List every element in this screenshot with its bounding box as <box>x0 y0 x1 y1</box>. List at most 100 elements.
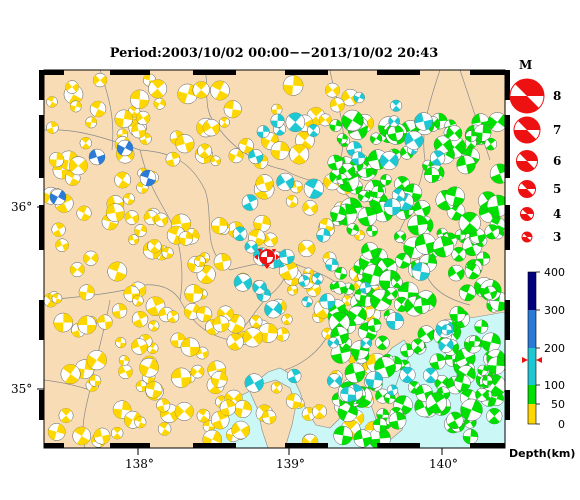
earthquake-mechanism <box>400 343 415 358</box>
earthquake-mechanism <box>48 151 65 168</box>
earthquake-mechanism <box>282 75 304 96</box>
map-frame <box>43 69 506 449</box>
earthquake-mechanism <box>256 125 270 139</box>
earthquake-mechanism <box>60 364 81 385</box>
depth-label: 100 <box>544 379 565 392</box>
earthquake-mechanism <box>69 262 85 278</box>
earthquake-mechanism <box>147 239 162 254</box>
earthquake-mechanism <box>107 261 128 282</box>
earthquake-mechanism <box>388 115 400 128</box>
earthquake-mechanism <box>336 173 348 185</box>
earthquake-mechanism <box>242 327 263 348</box>
earthquake-mechanism <box>324 82 340 98</box>
earthquake-mechanism <box>353 429 372 448</box>
earthquake-mechanism <box>161 246 174 259</box>
earthquake-mechanism <box>422 367 439 384</box>
earthquake-mechanism <box>129 89 150 109</box>
earthquake-mechanism <box>89 100 107 118</box>
earthquake-mechanism <box>399 366 416 384</box>
earthquake-mechanism <box>65 80 79 94</box>
earthquake-mechanism <box>361 242 379 260</box>
earthquake-mechanism <box>353 91 365 104</box>
earthquake-mechanism <box>285 112 306 133</box>
earthquake-mechanism <box>226 333 244 351</box>
earthquake-mechanism <box>337 401 358 422</box>
earthquake-mechanism <box>367 318 382 333</box>
earthquake-mechanism <box>258 323 278 343</box>
earthquake-mechanism <box>325 258 339 272</box>
earthquake-mechanism <box>261 409 277 425</box>
magnitude-legend-symbol <box>509 78 545 114</box>
earthquake-mechanism <box>105 203 125 223</box>
earthquake-mechanism <box>321 327 334 340</box>
earthquake-mechanism <box>413 297 431 315</box>
earthquake-mechanism <box>417 325 435 343</box>
earthquake-mechanism <box>136 110 151 125</box>
earthquake-mechanism <box>407 214 429 236</box>
earthquake-mechanism <box>264 300 283 319</box>
earthquake-mechanism <box>441 324 453 336</box>
earthquake-mechanism <box>171 367 192 388</box>
magnitude-legend-symbol <box>520 207 534 221</box>
magnitude-label: 8 <box>553 89 561 103</box>
earthquake-mechanism <box>123 193 135 205</box>
earthquake-mechanism <box>289 144 310 165</box>
earthquake-mechanism <box>393 230 407 243</box>
earthquake-mechanism <box>255 174 274 193</box>
magnitude-label: 3 <box>553 230 561 244</box>
earthquake-mechanism <box>351 151 366 166</box>
earthquake-mechanism <box>76 205 92 221</box>
earthquake-mechanism <box>190 364 205 379</box>
y-tick-label: 35° <box>11 382 32 396</box>
earthquake-mechanism <box>468 335 481 348</box>
earthquake-mechanism <box>287 284 299 296</box>
x-tick-label: 139° <box>276 457 305 471</box>
earthquake-mechanism <box>454 374 471 392</box>
earthquake-mechanism <box>118 364 133 379</box>
earthquake-mechanism <box>58 408 74 424</box>
earthquake-mechanism <box>384 287 398 301</box>
earthquake-mechanism <box>484 137 498 151</box>
earthquake-mechanism <box>86 350 107 371</box>
magnitude-label: 6 <box>553 154 561 168</box>
earthquake-mechanism <box>244 240 258 254</box>
earthquake-mechanism <box>388 411 407 430</box>
earthquake-mechanism <box>275 327 290 342</box>
earthquake-mechanism <box>114 109 134 129</box>
earthquake-mechanism <box>196 306 213 323</box>
earthquake-mechanism <box>386 384 399 396</box>
earthquake-mechanism <box>55 238 69 252</box>
earthquake-mechanism <box>372 417 388 433</box>
earthquake-mechanism <box>212 315 230 333</box>
earthquake-mechanism <box>459 284 476 302</box>
earthquake-mechanism <box>148 79 168 99</box>
earthquake-mechanism <box>69 100 82 113</box>
earthquake-mechanism <box>116 139 134 157</box>
earthquake-mechanism <box>330 205 347 222</box>
earthquake-mechanism <box>165 151 181 167</box>
earthquake-mechanism <box>318 113 332 127</box>
earthquake-mechanism <box>287 368 302 384</box>
depth-caption: Depth(km) <box>509 447 575 460</box>
earthquake-mechanism <box>375 335 390 350</box>
earthquake-mechanism <box>460 398 483 422</box>
earthquake-mechanism <box>462 428 479 445</box>
earthquake-mechanism <box>244 373 264 393</box>
earthquake-mechanism <box>118 355 130 366</box>
earthquake-mechanism <box>357 190 371 203</box>
earthquake-mechanism <box>134 416 147 429</box>
earthquake-mechanism <box>223 100 242 119</box>
earthquake-mechanism <box>78 284 95 301</box>
earthquake-mechanism <box>404 130 424 150</box>
earthquake-mechanism <box>276 172 295 191</box>
frame-scale-segments <box>39 70 510 448</box>
earthquake-mechanism <box>387 124 404 142</box>
magnitude-legend <box>509 78 545 243</box>
earthquake-mechanism <box>233 273 252 292</box>
earthquake-mechanism <box>340 386 357 403</box>
earthquake-mechanism <box>219 399 237 416</box>
magnitude-legend-symbol <box>521 231 533 243</box>
earthquake-mechanism <box>481 332 501 353</box>
earthquake-mechanism <box>248 149 264 165</box>
earthquake-mechanism <box>302 200 318 216</box>
